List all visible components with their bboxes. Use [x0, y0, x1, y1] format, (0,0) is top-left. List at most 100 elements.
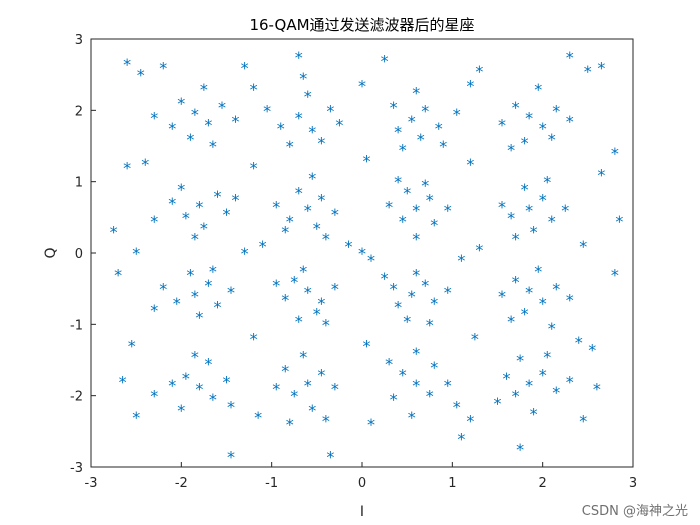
scatter-point: * — [168, 119, 176, 138]
scatter-point: * — [534, 80, 542, 99]
scatter-point: * — [539, 191, 547, 210]
scatter-point: * — [345, 237, 353, 256]
scatter-point: * — [123, 55, 131, 74]
scatter-point: * — [200, 80, 208, 99]
scatter-point: * — [322, 315, 330, 334]
scatter-point: * — [408, 287, 416, 306]
scatter-point: * — [110, 223, 118, 242]
scatter-point: * — [286, 415, 294, 434]
scatter-point: * — [128, 337, 136, 356]
scatter-point: * — [579, 237, 587, 256]
scatter-point: * — [168, 194, 176, 213]
x-tick-label: -3 — [85, 476, 98, 491]
scatter-point: * — [403, 312, 411, 331]
scatter-point: * — [272, 380, 280, 399]
scatter-point: * — [367, 251, 375, 270]
scatter-point: * — [214, 298, 222, 317]
scatter-point: * — [186, 265, 194, 284]
scatter-point: * — [177, 180, 185, 199]
scatter-point: * — [227, 397, 235, 416]
scatter-point: * — [539, 119, 547, 138]
scatter-point: * — [444, 376, 452, 395]
scatter-point: * — [299, 69, 307, 88]
scatter-point: * — [494, 394, 502, 413]
scatter-point: * — [534, 262, 542, 281]
scatter-point: * — [308, 123, 316, 142]
scatter-point: * — [430, 358, 438, 377]
scatter-point: * — [466, 412, 474, 431]
scatter-point: * — [295, 48, 303, 67]
scatter-point: * — [123, 158, 131, 177]
scatter-point: * — [272, 276, 280, 295]
scatter-point: * — [150, 387, 158, 406]
scatter-point: * — [435, 119, 443, 138]
scatter-point: * — [132, 408, 140, 427]
scatter-point: * — [317, 365, 325, 384]
scatter-point: * — [548, 130, 556, 149]
scatter-point: * — [421, 101, 429, 120]
scatter-point: * — [331, 380, 339, 399]
scatter-point: * — [191, 230, 199, 249]
scatter-point: * — [186, 130, 194, 149]
scatter-point: * — [408, 112, 416, 131]
scatter-point: * — [381, 269, 389, 288]
scatter-point: * — [250, 330, 258, 349]
y-tick-label: 3 — [75, 33, 83, 48]
scatter-point: * — [516, 440, 524, 459]
scatter-point: * — [521, 133, 529, 152]
scatter-point: * — [150, 301, 158, 320]
scatter-point: * — [223, 205, 231, 224]
scatter-point: * — [241, 59, 249, 78]
chart-title: 16-QAM通过发送滤波器后的星座 — [249, 16, 474, 34]
scatter-point: * — [512, 98, 520, 117]
scatter-point: * — [335, 116, 343, 135]
scatter-point: * — [512, 230, 520, 249]
scatter-point: * — [412, 344, 420, 363]
scatter-point: * — [390, 280, 398, 299]
scatter-point: * — [390, 98, 398, 117]
scatter-point: * — [385, 198, 393, 217]
scatter-point: * — [308, 401, 316, 420]
scatter-point: * — [426, 387, 434, 406]
scatter-point: * — [561, 201, 569, 220]
scatter-point: * — [444, 283, 452, 302]
scatter-point: * — [498, 116, 506, 135]
x-tick-label: 2 — [539, 476, 547, 491]
scatter-point: * — [453, 105, 461, 124]
scatter-point: * — [503, 369, 511, 388]
scatter-point: * — [367, 415, 375, 434]
scatter-point: * — [457, 430, 465, 449]
scatter-point: * — [331, 205, 339, 224]
scatter-point: * — [403, 183, 411, 202]
x-tick-label: 0 — [358, 476, 366, 491]
scatter-point: * — [191, 105, 199, 124]
scatter-point: * — [114, 265, 122, 284]
y-tick-label: -2 — [70, 390, 83, 405]
scatter-point: * — [232, 112, 240, 131]
y-tick-label: 1 — [75, 176, 83, 191]
scatter-point: * — [521, 305, 529, 324]
scatter-point: * — [412, 376, 420, 395]
scatter-point: * — [548, 319, 556, 338]
scatter-point: * — [439, 137, 447, 156]
scatter-point: * — [579, 412, 587, 431]
scatter-point: * — [444, 201, 452, 220]
scatter-point: * — [507, 312, 515, 331]
scatter-point: * — [525, 376, 533, 395]
scatter-point: * — [313, 305, 321, 324]
scatter-point: * — [399, 141, 407, 160]
scatter-point: * — [381, 51, 389, 70]
scatter-point: * — [132, 244, 140, 263]
scatter-point: * — [209, 137, 217, 156]
scatter-point: * — [552, 101, 560, 120]
scatter-point: * — [457, 251, 465, 270]
scatter-point: * — [232, 191, 240, 210]
scatter-point: * — [412, 265, 420, 284]
scatter-point: * — [453, 397, 461, 416]
scatter-point: * — [525, 283, 533, 302]
scatter-point: * — [195, 198, 203, 217]
scatter-point: * — [426, 191, 434, 210]
scatter-point: * — [250, 158, 258, 177]
scatter-point: * — [200, 219, 208, 238]
scatter-point: * — [615, 212, 623, 231]
